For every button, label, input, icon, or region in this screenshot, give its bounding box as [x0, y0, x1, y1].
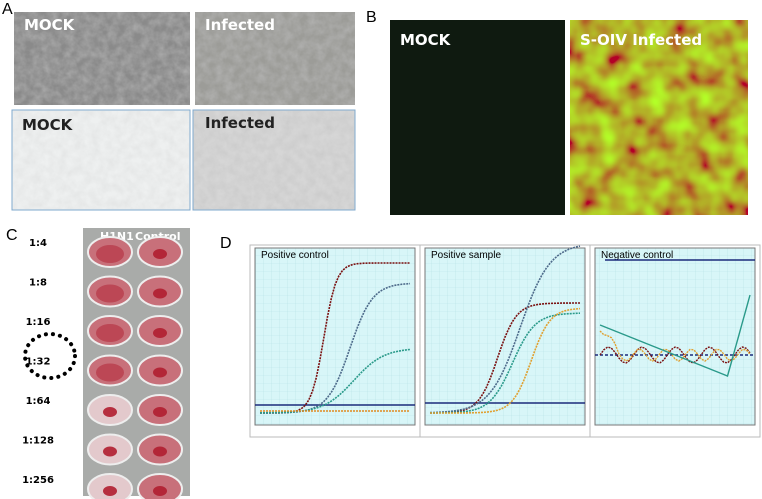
well-dot — [153, 288, 167, 299]
amplification-curve — [259, 348, 411, 414]
plot-title: Positive control — [261, 250, 329, 261]
highlight-circle — [23, 332, 77, 380]
panel-letter: D — [220, 235, 232, 252]
well-dot — [153, 328, 167, 338]
well-dot — [153, 407, 167, 417]
fluorescence-image — [390, 20, 565, 215]
image-label: MOCK — [400, 31, 452, 49]
panel-letter: C — [6, 227, 18, 244]
plot-area — [594, 247, 756, 426]
noise-curve — [599, 294, 751, 377]
image-label: Infected — [205, 114, 275, 132]
dilution-label: 1:16 — [26, 317, 51, 328]
well-dot — [103, 407, 117, 417]
dilution-label: 1:4 — [29, 238, 47, 249]
well-dot — [103, 486, 117, 496]
panel-letter: B — [366, 9, 377, 26]
well-dot — [153, 446, 167, 457]
dilution-label: 1:256 — [22, 475, 54, 486]
well-dot — [103, 446, 117, 457]
well-dot — [96, 324, 124, 342]
dilution-label: 1:128 — [22, 436, 54, 447]
plot-title: Positive sample — [431, 250, 501, 261]
well-dot — [153, 486, 167, 496]
image-label: MOCK — [22, 116, 74, 134]
well-dot — [96, 284, 124, 303]
dilution-rows: 1:4 1:8 1:16 1:32 1:64 1:128 1:256 — [22, 236, 183, 499]
noise-curve — [599, 330, 751, 362]
micrograph-texture — [13, 111, 189, 209]
well-dot — [153, 367, 167, 378]
image-label: MOCK — [24, 16, 76, 34]
amplification-curve — [429, 245, 581, 414]
plot-title: Negative control — [601, 250, 673, 261]
noise-curve — [599, 346, 751, 364]
panel-letter: A — [2, 1, 13, 18]
fluorescence-texture — [570, 20, 748, 215]
pcr-plots: Positive control Positive sample Negative … — [249, 244, 761, 438]
amplification-curve — [430, 307, 581, 414]
well-dot — [96, 245, 124, 263]
dilution-label: 1:64 — [26, 396, 51, 407]
well-dot — [96, 363, 124, 382]
micrograph-texture — [195, 12, 355, 105]
image-label: Infected — [205, 16, 275, 34]
well-dot — [153, 249, 167, 259]
dilution-label: 1:32 — [26, 357, 51, 368]
micrograph-texture — [194, 111, 354, 209]
plot-area — [424, 247, 586, 426]
micrograph-texture — [14, 12, 190, 105]
image-label: S-OIV Infected — [580, 31, 702, 49]
dilution-label: 1:8 — [29, 278, 47, 289]
plot-area — [254, 247, 416, 426]
